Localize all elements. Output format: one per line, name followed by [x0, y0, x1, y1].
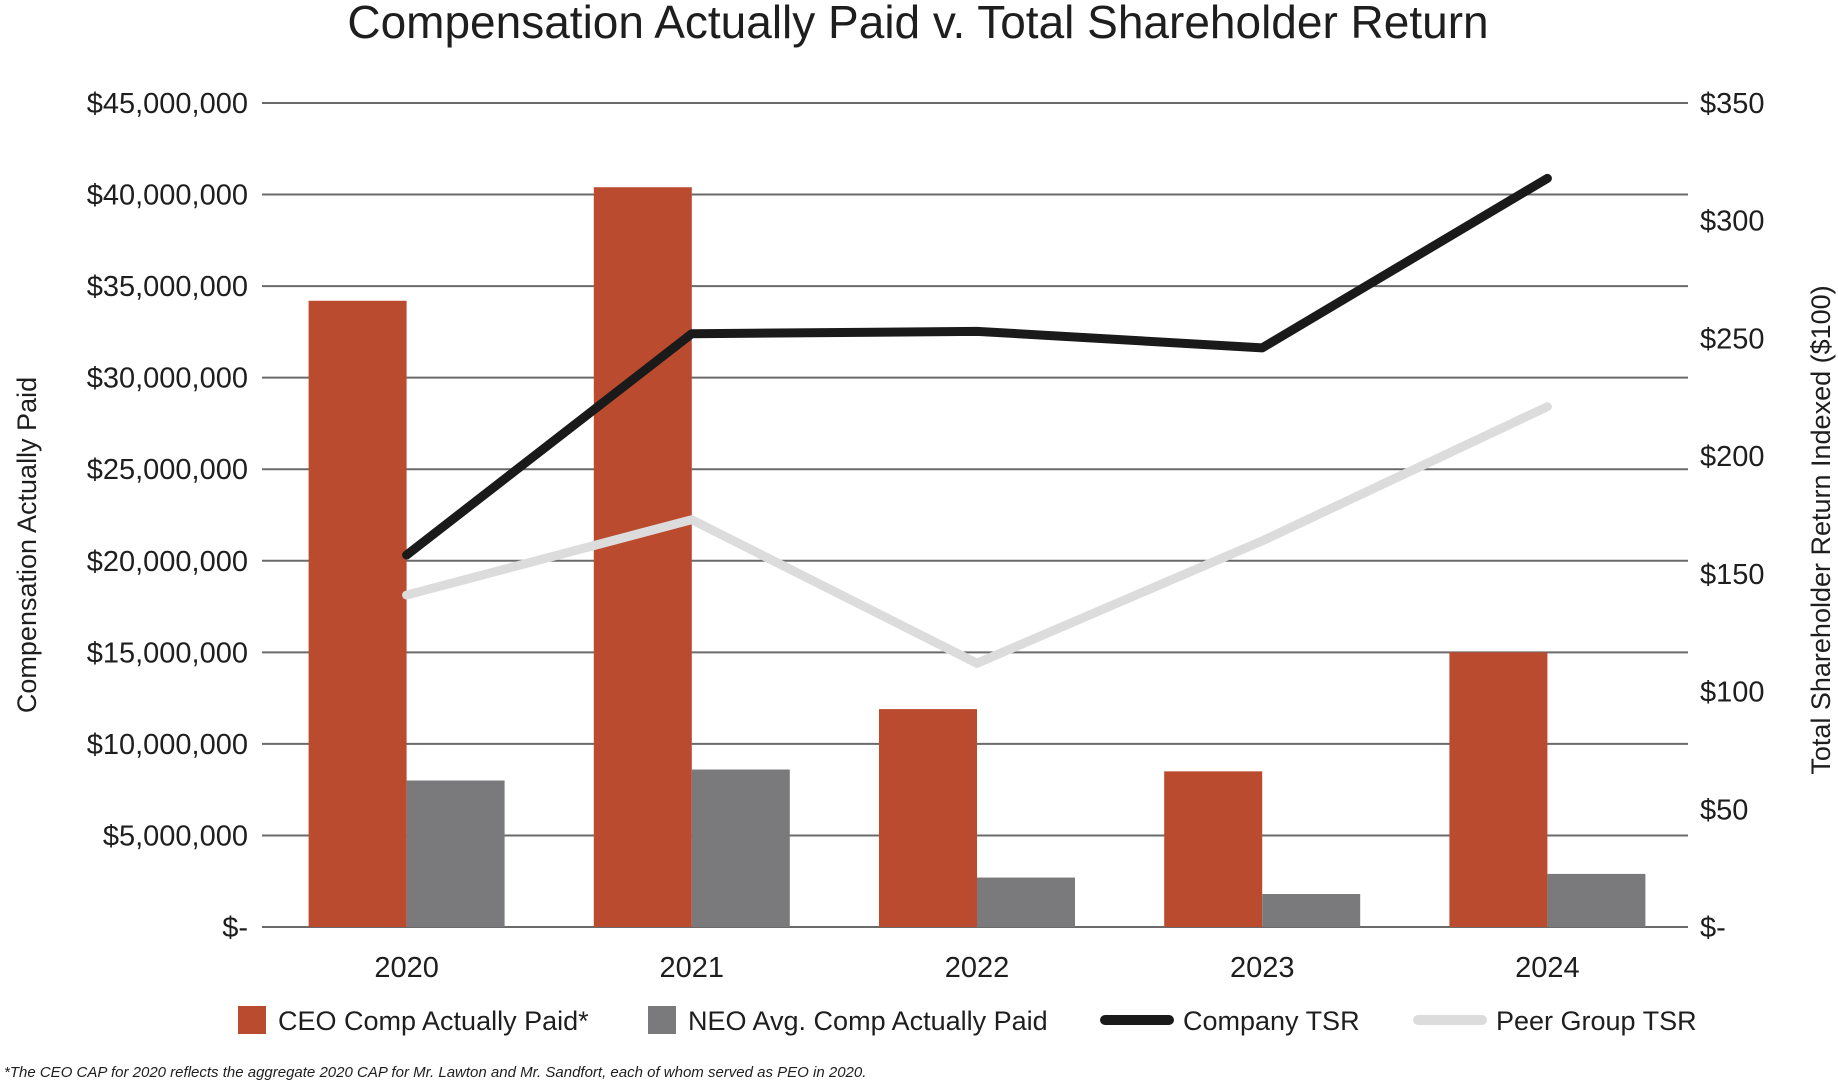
legend-label: Peer Group TSR [1496, 1006, 1697, 1036]
legend-peer-tsr: Peer Group TSR [1413, 1006, 1697, 1036]
y2-tick-label: $250 [1700, 323, 1765, 355]
x-tick-label: 2020 [374, 952, 439, 984]
ceo-cap-bar [879, 709, 977, 927]
chart-title: Compensation Actually Paid v. Total Shar… [347, 0, 1488, 48]
legend-ceo-cap: CEO Comp Actually Paid* [238, 1006, 589, 1036]
y-tick-label: $5,000,000 [103, 820, 248, 852]
bars [308, 187, 1646, 928]
legend-label: Company TSR [1183, 1006, 1360, 1036]
legend-swatch [648, 1006, 676, 1034]
y-tick-label: $15,000,000 [87, 637, 248, 669]
y-tick-label: $35,000,000 [87, 271, 248, 303]
neo-cap-bar [977, 877, 1075, 927]
x-axis-ticks: 2020 2021 2022 2023 2024 [374, 952, 1579, 984]
y-tick-label: $10,000,000 [87, 729, 248, 761]
legend-company-tsr: Company TSR [1100, 1006, 1360, 1036]
y2-tick-label: $350 [1700, 88, 1765, 120]
x-tick-label: 2024 [1515, 952, 1580, 984]
y2-tick-label: $200 [1700, 441, 1765, 473]
ceo-cap-bar [1164, 771, 1263, 927]
left-axis-ticks: $- $5,000,000 $10,000,000 $15,000,000 $20,00… [87, 88, 248, 944]
neo-cap-bar [1547, 873, 1646, 927]
peer-group-tsr-line [402, 402, 1552, 668]
y2-tick-label: $150 [1700, 559, 1765, 591]
x-tick-label: 2021 [660, 952, 725, 984]
y2-tick-label: $- [1700, 912, 1726, 944]
y-tick-label: $45,000,000 [87, 88, 248, 120]
y-tick-label: $30,000,000 [87, 363, 248, 395]
neo-cap-bar [1262, 894, 1361, 927]
legend-label: NEO Avg. Comp Actually Paid [688, 1006, 1048, 1036]
company-tsr-line [402, 173, 1552, 560]
ceo-cap-bar [308, 300, 407, 927]
y2-tick-label: $300 [1700, 206, 1765, 238]
ceo-cap-bar [593, 187, 692, 928]
legend-swatch [238, 1006, 266, 1034]
y2-tick-label: $100 [1700, 677, 1765, 709]
y-axis-label: Compensation Actually Paid [12, 377, 42, 713]
ceo-cap-bar [1449, 652, 1548, 927]
right-axis-ticks: $- $50 $100 $150 $200 $250 $300 $350 [1700, 88, 1765, 944]
x-tick-label: 2022 [945, 952, 1010, 984]
legend: CEO Comp Actually Paid* NEO Avg. Comp Act… [238, 1006, 1697, 1036]
y-tick-label: $40,000,000 [87, 180, 248, 212]
tsr-lines [402, 173, 1552, 668]
y-tick-label: $20,000,000 [87, 546, 248, 578]
y-tick-label: $- [222, 912, 248, 944]
neo-cap-bar [691, 769, 790, 927]
neo-cap-bar [406, 780, 505, 927]
x-tick-label: 2023 [1230, 952, 1295, 984]
legend-label: CEO Comp Actually Paid* [278, 1006, 589, 1036]
y2-axis-label: Total Shareholder Return Indexed ($100) [1806, 285, 1836, 774]
legend-neo-cap: NEO Avg. Comp Actually Paid [648, 1006, 1048, 1036]
y-tick-label: $25,000,000 [87, 454, 248, 486]
y2-tick-label: $50 [1700, 794, 1748, 826]
footnote: *The CEO CAP for 2020 reflects the aggre… [4, 1064, 866, 1081]
